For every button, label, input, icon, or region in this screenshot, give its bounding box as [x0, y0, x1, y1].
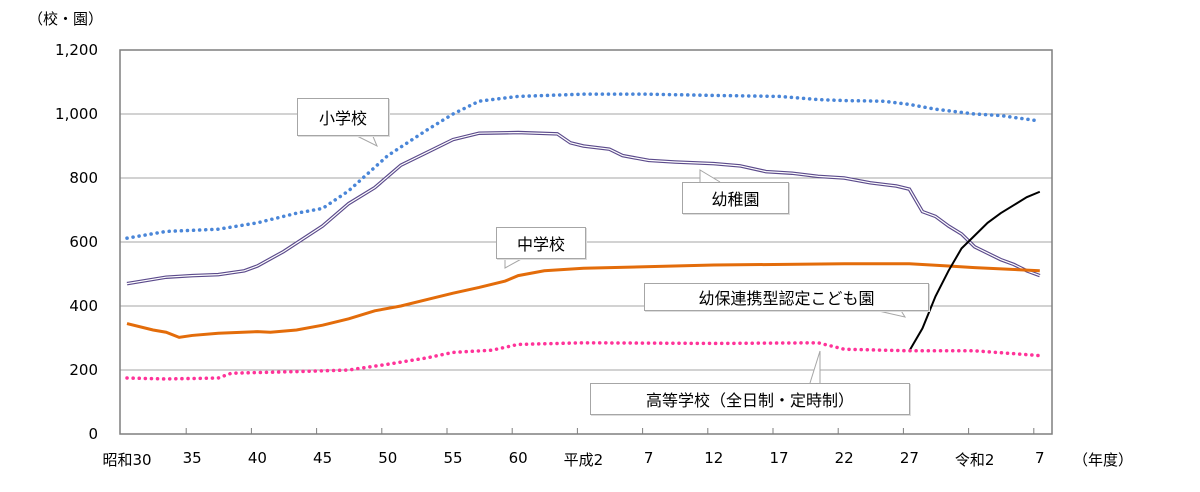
y-tick-label: 800	[69, 169, 98, 187]
callout-junior-high: 中学校	[496, 227, 586, 259]
x-tick-label: 50	[378, 449, 398, 467]
series-line-2	[126, 262, 1040, 339]
x-tick-label: 令和2	[954, 451, 995, 469]
plot-border	[119, 49, 1053, 435]
series-line-3	[908, 190, 1041, 352]
series-line-4	[125, 341, 1042, 381]
callout-elementary: 小学校	[297, 98, 389, 136]
y-tick-label: 400	[69, 297, 98, 315]
callout-pointer	[869, 308, 907, 318]
x-tick-label: 7	[1035, 449, 1045, 467]
series-line-0	[125, 92, 1042, 240]
y-tick-label: 200	[69, 361, 98, 379]
y-tick-label: 0	[88, 425, 98, 443]
x-tick-label: 40	[247, 449, 267, 467]
callout-pointer	[504, 256, 526, 269]
x-tick-label: 7	[643, 449, 654, 467]
y-axis-label: （校・園）	[28, 10, 104, 28]
series-line-1	[126, 130, 1041, 286]
callout-pointer	[699, 169, 721, 183]
callout-pointer	[809, 350, 821, 384]
x-tick-label: 27	[899, 449, 919, 467]
series-line-1-inner	[126, 131, 1041, 285]
x-tick-label: 35	[182, 449, 202, 467]
callout-pointer	[352, 133, 378, 148]
callout-kodomoen: 幼保連携型認定こども園	[644, 283, 929, 311]
x-tick-label: 60	[508, 449, 528, 467]
x-tick-label: 22	[834, 449, 854, 467]
x-tick-label: 12	[704, 449, 724, 467]
y-tick-label: 1,000	[55, 105, 98, 123]
y-tick-label: 1,200	[55, 41, 98, 59]
x-axis-label: （年度）	[1072, 451, 1134, 469]
x-tick-label: 55	[443, 449, 463, 467]
callout-high-school: 高等学校（全日制・定時制）	[590, 383, 910, 415]
x-tick-label: 17	[769, 449, 789, 467]
x-tick-label: 平成2	[563, 451, 604, 469]
y-tick-label: 600	[69, 233, 98, 251]
x-tick-label: 昭和30	[102, 451, 152, 469]
x-tick-label: 45	[313, 449, 333, 467]
callout-kindergarten: 幼稚園	[682, 182, 789, 214]
